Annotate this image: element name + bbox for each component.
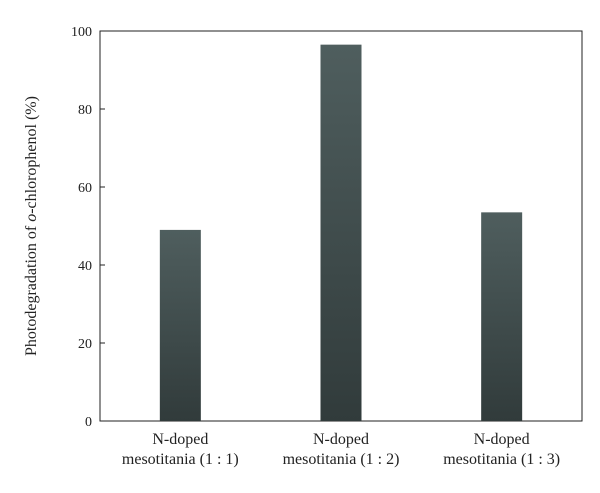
y-tick-label: 20 [78,337,92,352]
x-category-label-line: mesotitania (1 : 3) [443,451,560,468]
y-ticks-group: 0 20 40 60 80 100 [71,25,105,430]
bar-3 [481,212,523,421]
y-tick-label: 60 [78,181,92,196]
y-tick-label: 0 [85,415,92,430]
y-axis-title-part: Photodegradation of [23,222,40,356]
x-category-label-line: N-doped [313,431,369,448]
y-tick-label: 80 [78,103,92,118]
x-labels-group: N-doped mesotitania (1 : 1) N-doped mesotit… [122,431,560,468]
x-category-label: N-doped mesotitania (1 : 2) [283,431,400,468]
y-axis-title: Photodegradation of o-chlorophenol (%) [23,96,40,356]
x-category-label-line: N-doped [152,431,208,448]
x-category-label-line: mesotitania (1 : 2) [283,451,400,468]
bar-1 [159,229,201,421]
x-category-label-line: mesotitania (1 : 1) [122,451,239,468]
x-category-label: N-doped mesotitania (1 : 3) [443,431,560,468]
y-tick-label: 40 [78,259,92,274]
x-category-label: N-doped mesotitania (1 : 1) [122,431,239,468]
y-axis-title-part: -chlorophenol (%) [23,96,40,214]
bars-group [159,44,523,422]
bar-2 [320,44,362,422]
x-category-label-line: N-doped [474,431,530,448]
y-tick-label: 100 [71,25,92,40]
y-axis-title-part: o [23,214,40,222]
